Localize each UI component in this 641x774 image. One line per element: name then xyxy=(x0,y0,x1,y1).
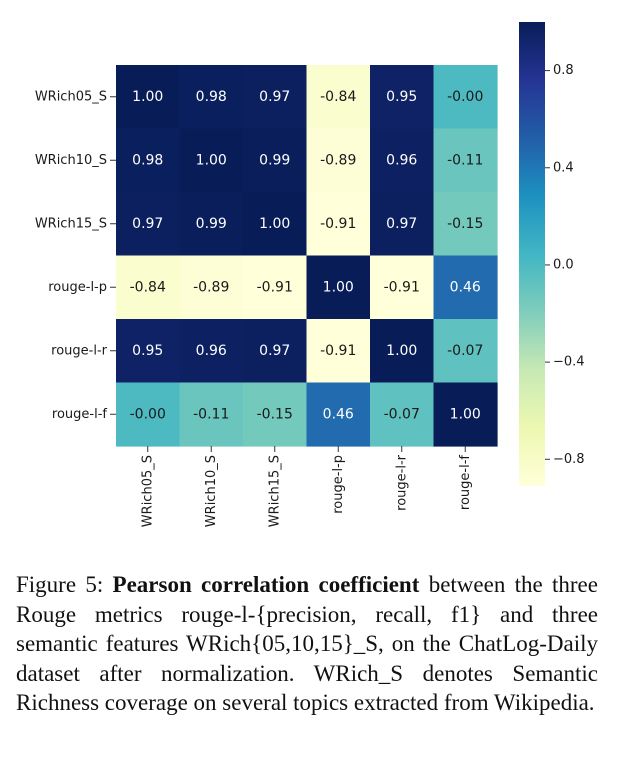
heatmap-cell xyxy=(116,128,181,193)
column-tick-labels: WRich05_S WRich10_S WRich15_S rouge-l-p roug… xyxy=(140,446,473,527)
cell-value-label: 1.00 xyxy=(259,216,290,232)
column-tick-label: rouge-l-r xyxy=(394,454,409,510)
heatmap-cell xyxy=(243,192,308,257)
heatmap-cell xyxy=(306,255,371,320)
cell-value-label: -0.00 xyxy=(130,406,166,422)
heatmap-cell xyxy=(433,192,498,257)
cell-value-label: 1.00 xyxy=(450,406,481,422)
cell-value-label: -0.91 xyxy=(320,343,356,359)
heatmap-cell xyxy=(370,255,435,320)
row-tick-label: WRich15_S xyxy=(35,216,107,231)
column-tick-label: WRich15_S xyxy=(267,455,282,527)
heatmap-cell xyxy=(433,382,498,447)
figure-caption: Figure 5: Pearson correlation coefficien… xyxy=(16,570,598,718)
heatmap-cell xyxy=(116,255,181,320)
heatmap-cell xyxy=(116,319,181,384)
cell-value-label: -0.89 xyxy=(320,152,356,168)
cell-value-label: -0.11 xyxy=(193,406,229,422)
cell-value-label: -0.84 xyxy=(320,89,356,105)
cell-value-label: 0.46 xyxy=(323,406,354,422)
heatmap-cell xyxy=(370,65,435,130)
heatmap-cell xyxy=(370,192,435,257)
heatmap-cell xyxy=(433,319,498,384)
cell-value-label: -0.91 xyxy=(257,279,293,295)
heatmap-cell xyxy=(116,65,181,130)
caption-prefix: Figure 5: xyxy=(16,572,113,597)
colorbar-ticks: 0.8 0.4 0.0 −0.4 −0.8 xyxy=(545,63,585,467)
cell-value-label: -0.84 xyxy=(130,279,166,295)
cell-value-label: -0.15 xyxy=(447,216,483,232)
column-tick-label: rouge-l-p xyxy=(331,455,346,514)
heatmap-cell xyxy=(243,128,308,193)
cell-value-label: 0.96 xyxy=(196,343,227,359)
heatmap-cell xyxy=(306,128,371,193)
colorbar xyxy=(519,22,545,486)
heatmap-cell xyxy=(370,128,435,193)
cell-value-label: -0.00 xyxy=(447,89,483,105)
row-tick-label: WRich10_S xyxy=(35,153,107,168)
cell-value-label: 1.00 xyxy=(323,279,354,295)
cell-value-label: 0.98 xyxy=(196,89,227,105)
heatmap-cell xyxy=(243,319,308,384)
heatmap-cell xyxy=(306,319,371,384)
heatmap-cell xyxy=(179,192,244,257)
cell-value-label: 0.99 xyxy=(259,152,290,168)
cell-value-label: 1.00 xyxy=(386,343,417,359)
heatmap-cell xyxy=(116,192,181,257)
colorbar-tick-label: 0.4 xyxy=(553,160,574,175)
heatmap-cell xyxy=(433,255,498,320)
column-tick-label: rouge-l-f xyxy=(458,455,473,510)
cell-value-label: 0.97 xyxy=(259,343,290,359)
cell-value-label: -0.91 xyxy=(320,216,356,232)
cell-value-label: 0.95 xyxy=(132,343,163,359)
cell-value-label: -0.07 xyxy=(384,406,420,422)
heatmap-cell xyxy=(243,255,308,320)
cell-value-label: 0.95 xyxy=(386,89,417,105)
heatmap-cell xyxy=(179,255,244,320)
caption-bold: Pearson correlation coefficient xyxy=(112,572,420,597)
heatmap-cell xyxy=(179,319,244,384)
heatmap-cell xyxy=(179,382,244,447)
heatmap-cell xyxy=(370,319,435,384)
colorbar-tick-label: 0.0 xyxy=(553,257,574,272)
heatmap-figure: 1.00 0.98 0.97 -0.84 0.95 -0.00 0.98 1.00 0.99 -0… xyxy=(35,22,585,527)
heatmap-cell xyxy=(370,382,435,447)
cell-value-label: -0.11 xyxy=(447,152,483,168)
heatmap-cell xyxy=(306,65,371,130)
cell-value-label: 0.97 xyxy=(132,216,163,232)
colorbar-tick-label: 0.8 xyxy=(553,63,574,78)
row-tick-label: rouge-l-p xyxy=(48,280,107,295)
cell-value-label: 1.00 xyxy=(132,89,163,105)
heatmap-cell xyxy=(179,128,244,193)
cell-value-label: 0.46 xyxy=(450,279,481,295)
cell-value-label: 1.00 xyxy=(196,152,227,168)
row-tick-label: rouge-l-r xyxy=(51,343,107,358)
heatmap-cell xyxy=(306,382,371,447)
column-tick-label: WRich05_S xyxy=(140,455,155,527)
row-tick-label: WRich05_S xyxy=(35,89,107,104)
heatmap-cell xyxy=(116,382,181,447)
cell-value-label: 0.99 xyxy=(196,216,227,232)
cell-value-label: 0.98 xyxy=(132,152,163,168)
cell-value-label: 0.97 xyxy=(386,216,417,232)
heatmap-cell xyxy=(306,192,371,257)
heatmap-cell xyxy=(433,128,498,193)
cell-value-label: -0.89 xyxy=(193,279,229,295)
row-tick-label: rouge-l-f xyxy=(52,407,107,422)
heatmap-cell xyxy=(243,65,308,130)
cell-value-label: 0.97 xyxy=(259,89,290,105)
heatmap-cell xyxy=(179,65,244,130)
cell-value-label: -0.91 xyxy=(384,279,420,295)
heatmap-cells: 1.00 0.98 0.97 -0.84 0.95 -0.00 0.98 1.00 0.99 -0… xyxy=(116,65,498,447)
heatmap-cell xyxy=(433,65,498,130)
colorbar-tick-label: −0.8 xyxy=(553,452,585,467)
cell-value-label: -0.07 xyxy=(447,343,483,359)
cell-value-label: 0.96 xyxy=(386,152,417,168)
caption-rest: between the three Rouge metrics rouge-l-… xyxy=(16,572,598,715)
colorbar-tick-label: −0.4 xyxy=(553,355,585,370)
row-tick-labels: WRich05_S WRich10_S WRich15_S rouge-l-p roug… xyxy=(35,89,116,422)
heatmap-cell xyxy=(243,382,308,447)
column-tick-label: WRich10_S xyxy=(204,455,219,527)
cell-value-label: -0.15 xyxy=(257,406,293,422)
